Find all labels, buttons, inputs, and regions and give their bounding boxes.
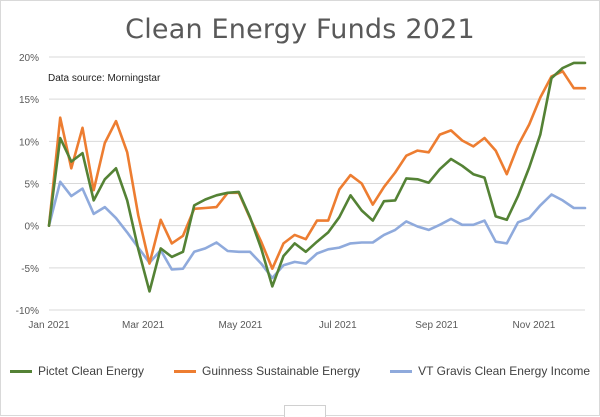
series-line-vt-gravis (47, 180, 587, 280)
legend-item-vt-gravis: VT Gravis Clean Energy Income (390, 364, 590, 378)
legend-swatch-pictet (9, 369, 32, 373)
x-tick-label: Mar 2021 (122, 320, 165, 331)
legend-label-pictet: Pictet Clean Energy (37, 364, 145, 378)
legend-item-pictet: Pictet Clean Energy (9, 364, 145, 378)
y-tick-label: 20% (19, 53, 39, 64)
data-source-note: Data source: Morningstar (48, 73, 161, 84)
series-line-guinness (47, 70, 587, 271)
y-tick-label: -5% (21, 264, 39, 275)
legend-label-vt-gravis: VT Gravis Clean Energy Income (418, 364, 591, 378)
x-tick-label: Jul 2021 (319, 320, 357, 331)
x-tick-label: Sep 2021 (415, 320, 458, 331)
x-tick-label: Nov 2021 (513, 320, 556, 331)
y-tick-label: 15% (19, 95, 39, 106)
y-tick-label: -10% (16, 306, 39, 317)
y-tick-label: 5% (25, 180, 40, 191)
y-tick-label: 0% (25, 222, 40, 233)
bottom-edge-tab (284, 405, 326, 417)
legend-label-guinness: Guinness Sustainable Energy (202, 364, 361, 378)
y-tick-label: 10% (19, 137, 39, 148)
series-line-pictet (47, 61, 587, 293)
x-tick-label: Jan 2021 (28, 320, 70, 331)
chart-legend: Pictet Clean Energy Guinness Sustainable… (0, 364, 600, 378)
legend-swatch-vt-gravis (390, 369, 413, 373)
legend-item-guinness: Guinness Sustainable Energy (174, 364, 360, 378)
legend-swatch-guinness (174, 369, 197, 373)
chart-title: Clean Energy Funds 2021 (125, 14, 475, 45)
x-tick-label: May 2021 (218, 320, 262, 331)
